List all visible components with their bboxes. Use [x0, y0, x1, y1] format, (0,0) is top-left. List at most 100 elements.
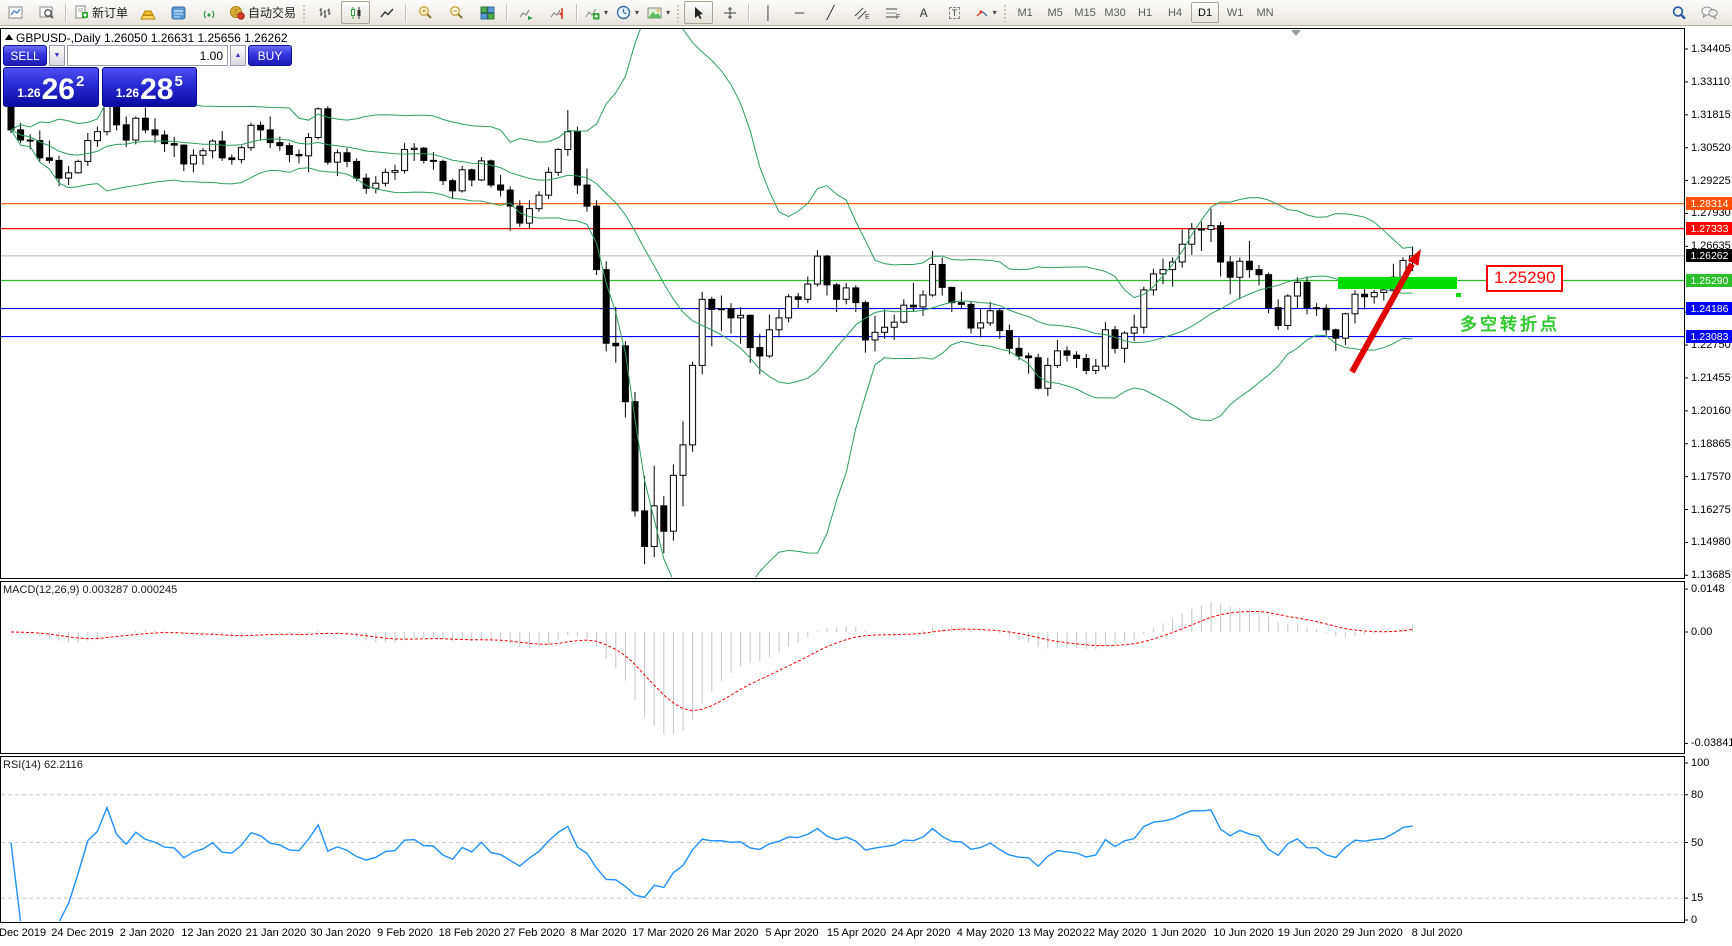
vertical-line-tool[interactable]: │ [754, 1, 783, 24]
line-chart-type-button[interactable] [372, 1, 401, 24]
signals-button[interactable] [195, 1, 224, 24]
date-label: 9 Feb 2020 [377, 927, 433, 939]
sell-button[interactable]: SELL [3, 45, 47, 66]
new-order-button[interactable]: 新订单 [71, 1, 131, 24]
date-label: 8 Jul 2020 [1411, 927, 1463, 939]
date-label: 30 Jan 2020 [310, 927, 371, 939]
chart-shift-button[interactable] [543, 1, 572, 24]
search-button[interactable] [1664, 1, 1693, 24]
candle-chart-type-button[interactable] [341, 1, 371, 24]
chart-ohlc-values: 1.26050 1.26631 1.25656 1.26262 [104, 31, 288, 45]
date-label: 15 Apr 2020 [826, 927, 887, 939]
signal-icon [203, 10, 215, 18]
tile-windows-button[interactable] [473, 1, 502, 24]
volume-input[interactable] [67, 45, 228, 66]
gold-ingot-icon [139, 10, 156, 19]
toolbar-grip[interactable] [1003, 3, 1009, 22]
cursor-button[interactable] [684, 1, 714, 24]
timeframe-m15[interactable]: M15 [1074, 6, 1096, 19]
cursor-arrow-icon [695, 6, 704, 19]
macd-tick: 0.0148 [1691, 583, 1725, 596]
date-label: 24 Dec 2019 [51, 927, 114, 939]
data-window-button[interactable] [164, 1, 193, 24]
templates-button[interactable]: ▾ [644, 1, 673, 24]
timeframe-m5[interactable]: M5 [1047, 6, 1063, 19]
sell-price-pip: 2 [75, 73, 85, 90]
price-line-label: 1.23083 [1686, 330, 1732, 344]
rsi-tick: 80 [1691, 788, 1704, 801]
add-indicator-icon [585, 8, 600, 19]
text-icon: A [919, 5, 928, 20]
price-level-callout[interactable]: 1.25290 [1486, 265, 1564, 292]
toolbar-grip[interactable] [302, 3, 308, 22]
indicators-caret: ▾ [604, 8, 609, 17]
price-tick: 1.31815 [1691, 108, 1731, 121]
svg-text:F: F [896, 14, 900, 20]
trendline-tool[interactable]: ╱ [816, 1, 845, 24]
data-window-icon [171, 6, 186, 19]
tile-windows-icon [480, 6, 495, 19]
volume-increase-button[interactable]: ▲ [230, 45, 246, 66]
text-tool[interactable]: A [909, 1, 938, 24]
indicators-button[interactable]: ▾ [582, 1, 611, 24]
chat-button[interactable] [1695, 1, 1724, 24]
date-label: 18 Feb 2020 [438, 927, 501, 939]
timeframe-w1[interactable]: W1 [1226, 6, 1244, 19]
new-chart-icon [8, 6, 23, 19]
toolbar-grip[interactable] [676, 3, 682, 22]
one-click-collapse-arrow[interactable] [5, 34, 13, 40]
zoom-out-icon [450, 6, 463, 19]
timeframe-h1[interactable]: H1 [1138, 6, 1153, 19]
timeframe-h4[interactable]: H4 [1168, 6, 1183, 19]
autotrading-label: 自动交易 [248, 6, 297, 20]
timeframe-m30[interactable]: M30 [1104, 6, 1126, 19]
buy-price-tile[interactable]: 1.26 28 5 [101, 67, 197, 107]
sell-price-tile[interactable]: 1.26 26 2 [3, 67, 99, 107]
arrows-caret: ▾ [992, 8, 997, 17]
support-highlight-bar [1338, 277, 1457, 289]
fibonacci-tool[interactable]: F [878, 1, 907, 24]
search-icon [1672, 5, 1686, 19]
price-line-label: 1.27333 [1686, 222, 1732, 236]
chart-shift-icon [550, 7, 563, 19]
horizontal-line-tool[interactable]: ─ [785, 1, 814, 24]
price-tick: 1.16275 [1691, 503, 1731, 516]
timeframe-d1[interactable]: D1 [1191, 2, 1220, 23]
bar-chart-type-button[interactable] [310, 1, 339, 24]
gold-button[interactable] [133, 1, 162, 24]
clock-icon [616, 5, 631, 20]
chart-shift-marker[interactable] [1291, 30, 1301, 36]
one-click-trading-panel: SELL ▼ ▲ BUY 1.26 26 2 1.26 28 5 [3, 45, 292, 107]
date-label: 24 Apr 2020 [891, 927, 951, 939]
price-tick: 1.20160 [1691, 404, 1731, 417]
buy-button[interactable]: BUY [248, 45, 292, 66]
zoom-out-button[interactable] [442, 1, 471, 24]
vertical-line-icon: │ [764, 5, 773, 20]
trendline-icon: ╱ [826, 5, 835, 20]
date-label: 21 Jan 2020 [245, 927, 307, 939]
candlestick-chart-icon [350, 6, 361, 19]
volume-decrease-button[interactable]: ▼ [49, 45, 65, 66]
zoom-in-button[interactable] [411, 1, 440, 24]
price-tick: 1.34405 [1691, 43, 1731, 55]
timeframe-mn[interactable]: MN [1256, 6, 1274, 19]
buy-price-big: 28 [140, 72, 174, 106]
channel-tool[interactable]: E [847, 1, 876, 24]
timeframe-m1[interactable]: M1 [1017, 6, 1033, 19]
new-chart-button[interactable] [1, 1, 30, 24]
text-label-tool[interactable]: T [940, 1, 969, 24]
breakout-arrow [1349, 262, 1415, 374]
bar-chart-icon [319, 7, 331, 18]
autotrading-button[interactable]: 自动交易 [226, 1, 299, 24]
main-toolbar: 新订单 自动交易 ▾ ▾ [0, 0, 1732, 26]
chart-profiles-button[interactable] [32, 1, 61, 24]
price-tick: 1.13685 [1691, 569, 1731, 582]
periods-button[interactable]: ▾ [613, 1, 642, 24]
new-order-label: 新订单 [92, 6, 129, 20]
equidistant-channel-icon: E [854, 7, 870, 20]
auto-scroll-button[interactable] [512, 1, 541, 24]
crosshair-button[interactable] [715, 1, 744, 24]
arrows-tool[interactable]: ▾ [971, 1, 1000, 24]
date-label: 5 Dec 2019 [0, 927, 47, 939]
